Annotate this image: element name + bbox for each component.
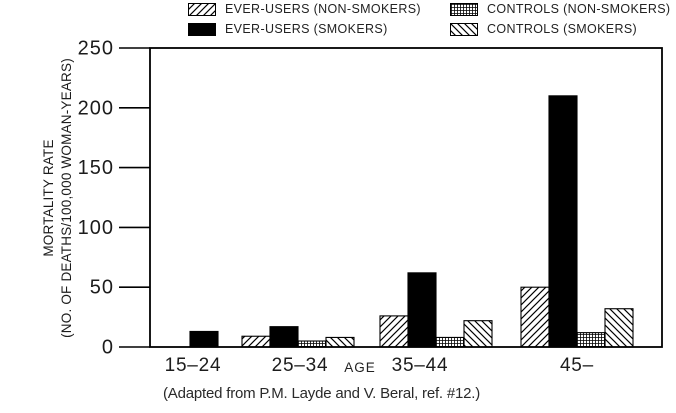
y-tick-label: 50 bbox=[90, 277, 114, 299]
legend-label: EVER-USERS (SMOKERS) bbox=[225, 22, 388, 36]
legend-swatch-hatch-forward bbox=[188, 2, 216, 16]
legend-item-ever-users-non-smokers: EVER-USERS (NON-SMOKERS) bbox=[188, 2, 421, 16]
y-tick-label: 0 bbox=[102, 337, 114, 359]
legend-swatch-solid bbox=[188, 22, 216, 36]
figure-caption: (Adapted from P.M. Layde and V. Beral, r… bbox=[163, 385, 481, 402]
y-tick-label: 250 bbox=[78, 38, 114, 60]
y-tick-label: 200 bbox=[78, 97, 114, 119]
x-axis-title: AGE bbox=[344, 360, 376, 375]
x-category-label: 15–24 bbox=[165, 355, 222, 376]
bar-grid-group1 bbox=[297, 340, 327, 348]
bar-hatch-back-group2 bbox=[463, 320, 493, 348]
bar-solid-group2 bbox=[407, 272, 437, 348]
y-tick-label: 150 bbox=[78, 157, 114, 179]
bar-hatch-forward-group2 bbox=[379, 315, 409, 348]
legend-label: EVER-USERS (NON-SMOKERS) bbox=[225, 2, 421, 16]
y-tick-label: 100 bbox=[78, 217, 114, 239]
legend-swatch-grid bbox=[450, 2, 478, 16]
x-category-label: 45– bbox=[560, 355, 594, 376]
legend-item-controls-smokers: CONTROLS (SMOKERS) bbox=[450, 22, 637, 36]
bar-solid-group1 bbox=[269, 326, 299, 348]
legend-item-ever-users-smokers: EVER-USERS (SMOKERS) bbox=[188, 22, 388, 36]
bar-hatch-forward-group3 bbox=[520, 286, 550, 348]
legend-swatch-hatch-back bbox=[450, 22, 478, 36]
bar-hatch-forward-group1 bbox=[241, 335, 271, 348]
plot-frame bbox=[149, 47, 663, 348]
x-category-label: 25–34 bbox=[272, 355, 329, 376]
bar-grid-group3 bbox=[576, 332, 606, 348]
bar-hatch-back-group3 bbox=[604, 308, 634, 348]
legend-label: CONTROLS (SMOKERS) bbox=[487, 22, 638, 36]
bar-hatch-back-group1 bbox=[325, 336, 355, 348]
bar-solid-group3 bbox=[548, 95, 578, 348]
legend-label: CONTROLS (NON-SMOKERS) bbox=[487, 2, 671, 16]
bar-solid-group0 bbox=[189, 330, 219, 348]
x-category-label: 35–44 bbox=[392, 355, 449, 376]
bar-grid-group2 bbox=[435, 336, 465, 348]
legend-item-controls-non-smokers: CONTROLS (NON-SMOKERS) bbox=[450, 2, 670, 16]
